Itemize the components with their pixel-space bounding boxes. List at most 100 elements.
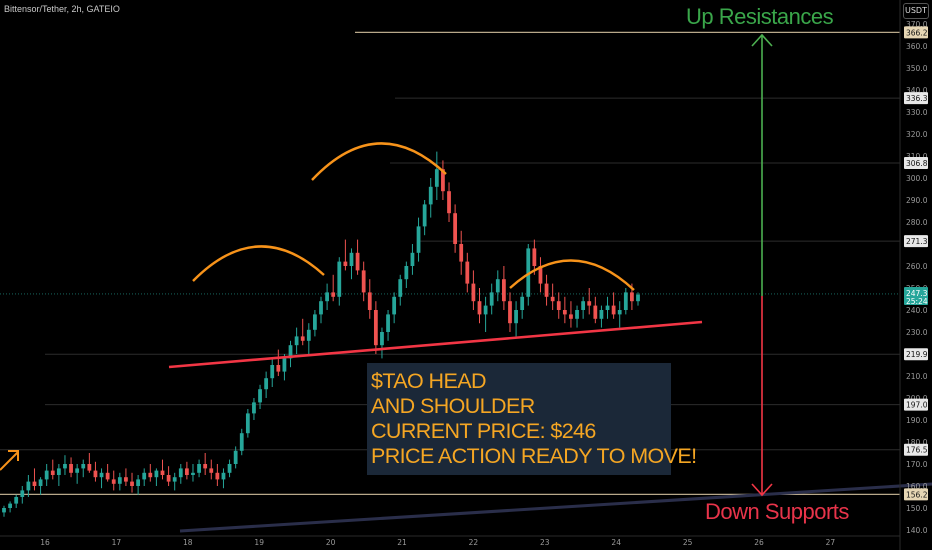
candle-body [239, 433, 244, 451]
candle-body [501, 279, 506, 302]
candle-body [569, 314, 573, 319]
time-tick-label: 27 [826, 538, 836, 547]
candle-body [544, 283, 549, 297]
price-tick-label: 240.0 [906, 306, 928, 315]
candle-body [581, 301, 586, 310]
candle-body [611, 305, 616, 315]
time-tick-label: 23 [540, 538, 550, 547]
symbol-title[interactable]: Bittensor/Tether, 2h, GATEIO [4, 4, 120, 14]
price-tick-label: 280.0 [906, 218, 928, 227]
price-tick-label: 190.0 [906, 416, 928, 425]
candle-body [453, 213, 458, 244]
candle-body [319, 301, 323, 315]
candle-body [404, 266, 409, 280]
candle-body [508, 301, 512, 324]
candle-body [380, 332, 384, 346]
candle-body [459, 244, 464, 262]
price-tick-label: 310.0 [906, 152, 928, 161]
candle-body [593, 305, 598, 319]
candle-body [148, 472, 153, 478]
candle-body [398, 279, 403, 297]
candle-body [50, 470, 55, 475]
candle-body [465, 261, 470, 284]
candle-body [56, 468, 61, 475]
candle-body [562, 310, 567, 315]
candle-body [313, 314, 317, 330]
candle-body [575, 310, 579, 319]
candle-body [142, 472, 147, 480]
candle-body [428, 186, 433, 205]
price-level-tag [904, 92, 928, 105]
price-tick-label: 140.0 [906, 526, 928, 535]
candle-body [282, 358, 287, 372]
candle-body [276, 365, 281, 372]
candle-body [209, 468, 214, 473]
right-shoulder-arc [509, 259, 635, 291]
candle-body [14, 497, 19, 504]
candle-body [258, 389, 262, 403]
candle-body [172, 477, 177, 482]
price-level-label: 336.3 [906, 94, 928, 103]
candle-body [538, 266, 543, 284]
candle-body [69, 464, 73, 473]
up-arrow-head-icon [751, 33, 773, 47]
time-tick-label: 20 [326, 538, 336, 547]
candle-body [26, 481, 31, 491]
countdown-label: 25:24 [906, 297, 928, 306]
price-level-tag [904, 348, 928, 361]
candle-body [306, 329, 311, 341]
candle-body [154, 470, 159, 478]
price-tick-label: 360.0 [906, 42, 928, 51]
price-tick-label: 350.0 [906, 64, 928, 73]
candle-body [166, 475, 171, 482]
candle-body [136, 479, 141, 486]
candle-body [87, 464, 92, 471]
price-level-label: 176.5 [906, 446, 928, 455]
price-level-tag [904, 26, 928, 39]
chart-drawings [0, 33, 932, 533]
time-tick-label: 21 [397, 538, 407, 547]
lower-trendline [179, 482, 932, 533]
price-level-label: 271.3 [906, 237, 928, 246]
price-axis[interactable]: 370.0 360.0 350.0 340.0 330.0 320.0 310.0 300.0… [899, 0, 928, 550]
candle-body [447, 191, 451, 214]
price-tick-label: 370.0 [906, 20, 928, 29]
price-tick-label: 170.0 [906, 460, 928, 469]
candle-body [361, 270, 366, 293]
price-level-label: 197.0 [906, 401, 928, 410]
candle-body [483, 305, 488, 315]
price-level-tag [904, 443, 928, 456]
candle-body [63, 464, 67, 469]
price-level-label: 219.9 [906, 350, 928, 359]
candle-body [325, 292, 329, 302]
candle-body [599, 310, 604, 319]
candle-body [605, 305, 610, 310]
candle-body [8, 503, 12, 508]
time-tick-label: 24 [611, 538, 621, 547]
price-level-label: 306.8 [906, 159, 928, 168]
candle-body [514, 310, 518, 324]
candle-body [556, 301, 561, 310]
candle-body [434, 169, 439, 187]
candle-body [227, 464, 232, 473]
candle-body [294, 336, 299, 346]
price-level-tag [904, 235, 928, 248]
candle-body [93, 470, 98, 478]
candle-body [532, 248, 537, 266]
price-level-tag [904, 157, 928, 170]
price-level-label: 366.2 [906, 28, 928, 37]
current-price-label: 247.3 [906, 289, 928, 298]
currency-badge[interactable]: USDT [903, 3, 929, 19]
price-tick-label: 300.0 [906, 174, 928, 183]
candle-body [349, 252, 354, 266]
candle-body [184, 468, 189, 475]
analysis-note: $TAO HEAD AND SHOULDER CURRENT PRICE: $2… [367, 363, 697, 475]
candle-body [471, 283, 476, 302]
candle-body [20, 490, 25, 497]
candle-body [477, 301, 482, 315]
orange-arrow-icon [0, 450, 19, 471]
candle-body [623, 292, 628, 310]
time-tick-label: 25 [683, 538, 693, 547]
left-shoulder-arc [192, 245, 325, 282]
